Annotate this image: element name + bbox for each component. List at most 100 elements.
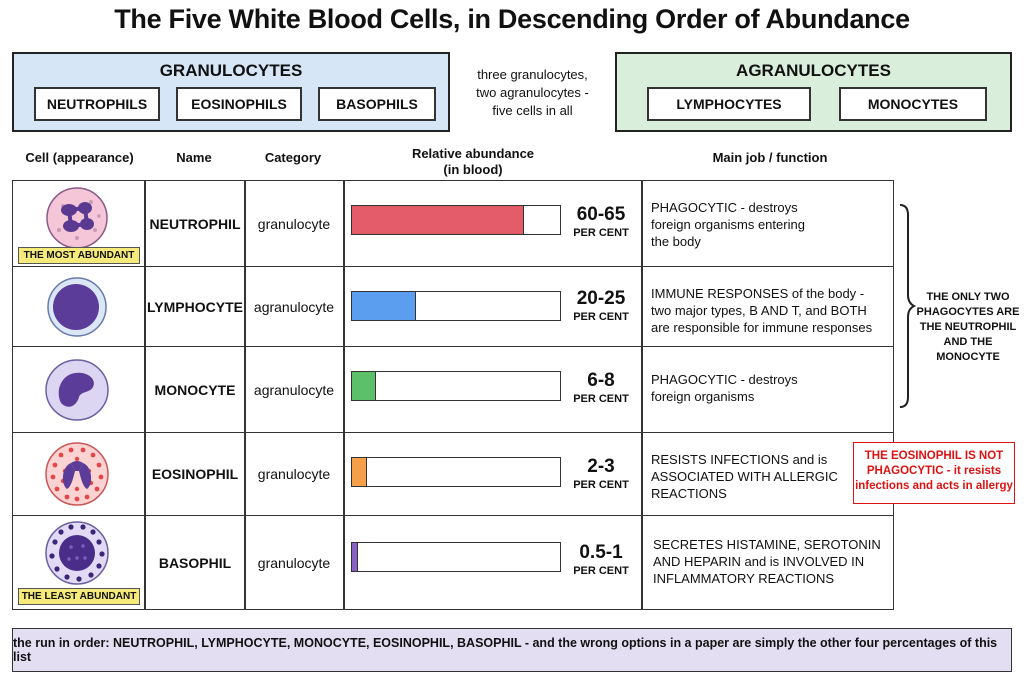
table-row: MONOCYTE agranulocyte 6-8 PER CENT PHAGO…	[12, 347, 894, 433]
table-row: THE LEAST ABUNDANT BASOPHIL granulocyte …	[12, 516, 894, 610]
abundance-bar-fill	[352, 372, 376, 400]
column-header-name: Name	[176, 150, 212, 165]
abundance-bar-fill	[352, 206, 524, 234]
function-line: INFLAMMATORY REACTIONS	[653, 571, 835, 586]
column-header-function: Main job / function	[712, 150, 828, 165]
cell-category: agranulocyte	[253, 381, 335, 398]
cell-category: granulocyte	[257, 554, 331, 571]
cell-name: EOSINOPHIL	[151, 466, 239, 482]
column-header-abundance: Relative abundance (in blood)	[350, 146, 596, 178]
lymphocyte-icon	[47, 277, 107, 337]
phagocyte-note-line: THE ONLY TWO	[926, 291, 1010, 303]
least-abundant-tag: THE LEAST ABUNDANT	[18, 588, 140, 605]
cell-function: SECRETES HISTAMINE, SEROTONIN AND HEPARI…	[653, 536, 893, 587]
abundance-unit: PER CENT	[573, 393, 629, 405]
column-divider	[244, 516, 246, 609]
callout-line: PHAGOCYTIC - it resists	[866, 465, 1002, 477]
function-line: PHAGOCYTIC - destroys	[651, 200, 798, 215]
abundance-value: 2-3 PER CENT	[565, 456, 637, 492]
phagocyte-bracket	[899, 204, 916, 408]
column-divider	[343, 516, 345, 609]
callout-line: infections and acts in allergy	[855, 480, 1013, 492]
abundance-bar	[351, 542, 561, 572]
abundance-bar-fill	[352, 543, 359, 571]
abundance-value: 60-65 PER CENT	[565, 204, 637, 240]
column-divider	[641, 267, 643, 346]
abundance-unit: PER CENT	[573, 227, 629, 239]
function-line: REACTIONS	[651, 486, 727, 501]
basophil-icon	[45, 521, 109, 585]
phagocyte-note-line: PHAGOCYTES ARE	[916, 306, 1020, 318]
cell-name: LYMPHOCYTE	[147, 298, 243, 315]
function-line: two major types, B AND T, and BOTH	[651, 303, 867, 318]
abundance-number: 60-65	[576, 204, 626, 225]
function-line: foreign organisms	[651, 389, 755, 404]
abundance-bar-fill	[352, 458, 367, 486]
abundance-value: 20-25 PER CENT	[565, 288, 637, 324]
cell-count-note-line: five cells in all	[492, 103, 573, 118]
cell-count-note: three granulocytes, two agranulocytes - …	[455, 66, 610, 120]
column-divider	[244, 433, 246, 515]
neutrophil-icon	[46, 187, 108, 249]
phagocyte-note-line: AND THE MONOCYTE	[936, 336, 1000, 363]
order-summary-footer: the run in order: NEUTROPHIL, LYMPHOCYTE…	[12, 628, 1012, 672]
column-divider	[343, 181, 345, 266]
agranulocyte-item-monocytes: MONOCYTES	[839, 87, 987, 121]
phagocyte-note-line: THE NEUTROPHIL	[919, 321, 1017, 333]
column-divider	[144, 516, 146, 609]
column-divider	[244, 347, 246, 432]
granulocytes-box: GRANULOCYTES NEUTROPHILS EOSINOPHILS BAS…	[12, 52, 450, 132]
phagocyte-note: THE ONLY TWO PHAGOCYTES ARE THE NEUTROPH…	[916, 290, 1020, 365]
abundance-unit: PER CENT	[573, 479, 629, 491]
column-divider	[343, 347, 345, 432]
function-line: ASSOCIATED WITH ALLERGIC	[651, 469, 838, 484]
agranulocyte-item-lymphocytes: LYMPHOCYTES	[647, 87, 811, 121]
cell-function: RESISTS INFECTIONS and is ASSOCIATED WIT…	[651, 451, 891, 502]
cell-count-note-line: two agranulocytes -	[476, 85, 589, 100]
column-divider	[641, 433, 643, 515]
abundance-number: 20-25	[576, 288, 626, 309]
granulocyte-item-eosinophils: EOSINOPHILS	[176, 87, 302, 121]
granulocytes-title: GRANULOCYTES	[159, 61, 303, 80]
agranulocytes-box: AGRANULOCYTES LYMPHOCYTES MONOCYTES	[615, 52, 1012, 132]
abundance-unit: PER CENT	[573, 565, 629, 577]
cell-function: PHAGOCYTIC - destroys foreign organisms	[651, 371, 891, 405]
granulocyte-item-neutrophils: NEUTROPHILS	[34, 87, 160, 121]
abundance-value: 0.5-1 PER CENT	[565, 542, 637, 578]
column-divider	[144, 181, 146, 266]
function-line: the body	[651, 234, 701, 249]
column-divider	[144, 433, 146, 515]
abundance-bar-fill	[352, 292, 417, 320]
abundance-number: 6-8	[587, 370, 615, 391]
cell-function: PHAGOCYTIC - destroys foreign organisms …	[651, 199, 891, 250]
abundance-bar	[351, 205, 561, 235]
page-title: The Five White Blood Cells, in Descendin…	[114, 4, 910, 34]
eosinophil-icon	[45, 442, 109, 506]
column-divider	[343, 267, 345, 346]
abundance-bar	[351, 457, 561, 487]
abundance-number: 0.5-1	[579, 542, 623, 563]
abundance-bar	[351, 371, 561, 401]
monocyte-icon	[45, 359, 109, 421]
function-line: SECRETES HISTAMINE, SEROTONIN	[653, 537, 881, 552]
abundance-bar	[351, 291, 561, 321]
function-line: RESISTS INFECTIONS and is	[651, 452, 828, 467]
abundance-value: 6-8 PER CENT	[565, 370, 637, 406]
cell-name: NEUTROPHIL	[149, 215, 241, 232]
cell-category: agranulocyte	[253, 298, 335, 315]
cell-function: IMMUNE RESPONSES of the body - two major…	[651, 285, 891, 336]
column-header-category: Category	[264, 150, 322, 165]
column-divider	[244, 181, 246, 266]
cell-count-note-line: three granulocytes,	[477, 67, 588, 82]
granulocyte-item-basophils: BASOPHILS	[318, 87, 436, 121]
abundance-unit: PER CENT	[573, 311, 629, 323]
column-divider	[641, 516, 643, 609]
table-row: LYMPHOCYTE agranulocyte 20-25 PER CENT I…	[12, 267, 894, 347]
column-divider	[343, 433, 345, 515]
cell-name: BASOPHIL	[158, 554, 232, 571]
column-header-abundance-line: (in blood)	[443, 162, 503, 177]
column-header-abundance-line: Relative abundance	[411, 146, 535, 161]
column-divider	[641, 347, 643, 432]
column-divider	[144, 347, 146, 432]
function-line: PHAGOCYTIC - destroys	[651, 372, 798, 387]
